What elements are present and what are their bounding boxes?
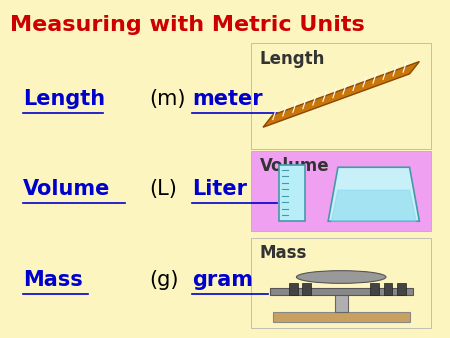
Text: Length: Length <box>23 89 105 108</box>
Text: Mass: Mass <box>260 244 307 262</box>
Text: Measuring with Metric Units: Measuring with Metric Units <box>10 15 365 35</box>
Text: (g): (g) <box>149 270 179 290</box>
Text: Volume: Volume <box>23 179 111 199</box>
Text: meter: meter <box>193 89 263 108</box>
Text: (m): (m) <box>149 89 185 108</box>
FancyBboxPatch shape <box>251 43 431 149</box>
FancyBboxPatch shape <box>251 150 431 231</box>
Text: Volume: Volume <box>260 157 329 175</box>
Text: gram: gram <box>193 270 253 290</box>
Text: (L): (L) <box>149 179 177 199</box>
FancyBboxPatch shape <box>251 238 431 328</box>
Text: Length: Length <box>260 50 325 68</box>
Text: Liter: Liter <box>193 179 248 199</box>
Text: Mass: Mass <box>23 270 83 290</box>
